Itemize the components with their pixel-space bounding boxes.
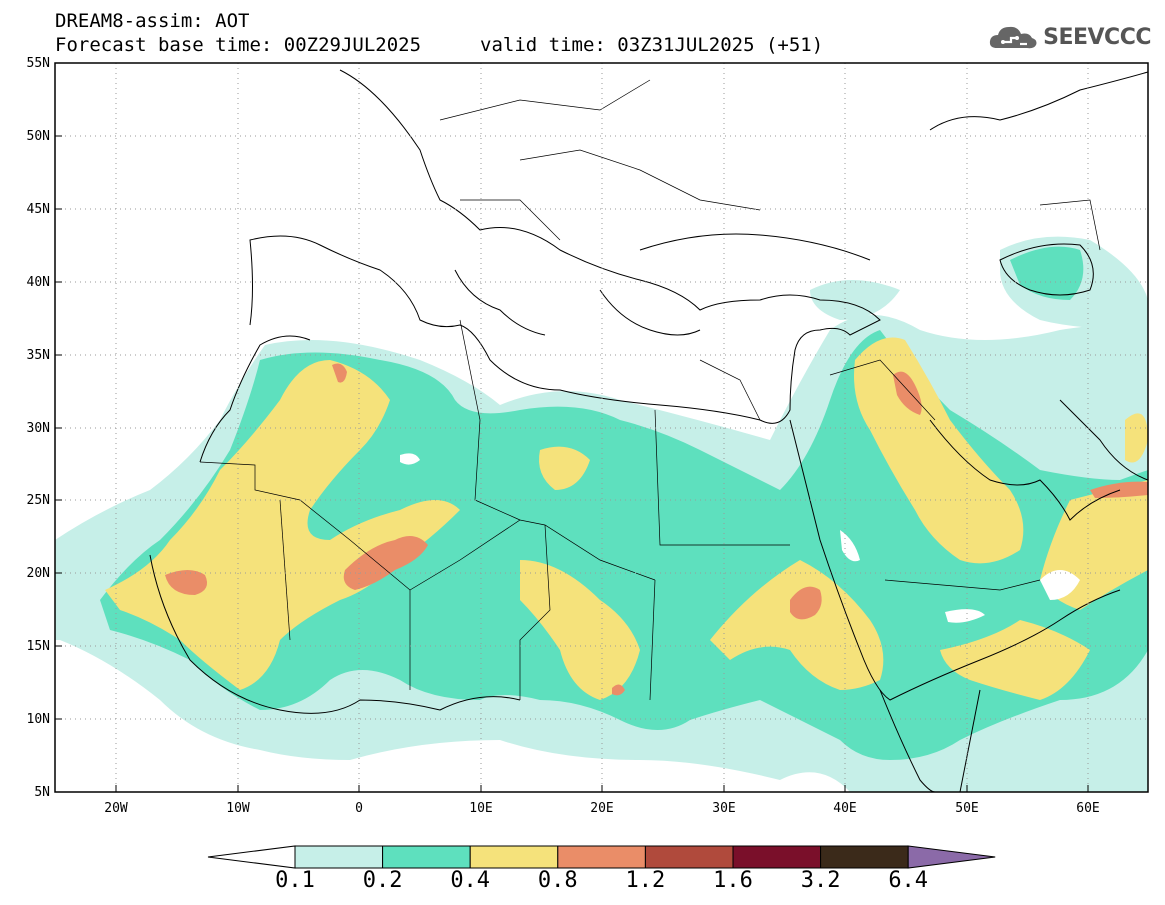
lat-label: 15N [27,639,50,654]
colorbar-level-label: 6.4 [888,868,929,893]
colorbar-level-label: 1.6 [713,868,753,893]
lon-label: 60E [1076,801,1099,816]
lon-label: 10E [469,801,492,816]
colorbar-box [469,845,559,869]
lon-label: 20W [104,801,128,816]
colorbar-level-label: 1.2 [625,868,666,893]
lat-label: 25N [27,493,50,508]
colorbar-level-label: 0.1 [275,868,315,893]
borders [199,79,1101,701]
latitude-labels: 55N 50N 45N 40N 35N 30N 25N 20N 15N 10N … [27,56,50,800]
longitude-labels: 20W 10W 0 10E 20E 30E 40E 50E 60E [104,801,1099,816]
colorbar-level-label: 3.2 [800,868,841,893]
lon-label: 50E [955,801,978,816]
colorbar-level-label: 0.8 [537,868,578,893]
lat-label: 10N [27,712,50,727]
colorbar-box [382,845,471,869]
lat-label: 55N [27,56,50,71]
cloud-icon [990,26,1037,49]
colorbar-min-arrow [207,845,296,869]
lon-label: 10W [226,801,250,816]
colorbar-max-arrow [907,845,996,869]
colorbar-box [557,845,646,869]
lat-label: 35N [27,348,50,363]
colorbar-level-label: 0.4 [450,868,491,893]
colorbar-box [294,845,384,869]
lat-label: 40N [27,275,50,290]
colorbar-box [732,845,822,869]
lat-label: 50N [27,129,50,144]
colorbar-level-label: 0.2 [362,868,403,893]
lon-label: 0 [355,801,363,816]
aot-level-0-4 [105,337,1148,700]
lon-label: 40E [833,801,856,816]
lat-label: 20N [27,566,50,581]
lon-label: 20E [590,801,613,816]
lat-label: 45N [27,202,50,217]
lat-label: 5N [34,785,50,800]
valid-time: valid time: 03Z31JUL2025 (+51) [480,34,824,56]
map-ticks [55,62,1089,793]
coastlines [149,69,1148,792]
map-title: DREAM8-assim: AOT [55,10,250,32]
colorbar-box [820,845,909,869]
logo-text: SEEVCCC [1043,24,1151,50]
colorbar-box [644,845,734,869]
lon-label: 30E [712,801,735,816]
colorbar [207,845,996,869]
seevccc-logo: SEEVCCC [987,22,1151,52]
forecast-base-time: Forecast base time: 00Z29JUL2025 [55,34,422,56]
lat-label: 30N [27,421,50,436]
map-grid [55,63,1148,792]
